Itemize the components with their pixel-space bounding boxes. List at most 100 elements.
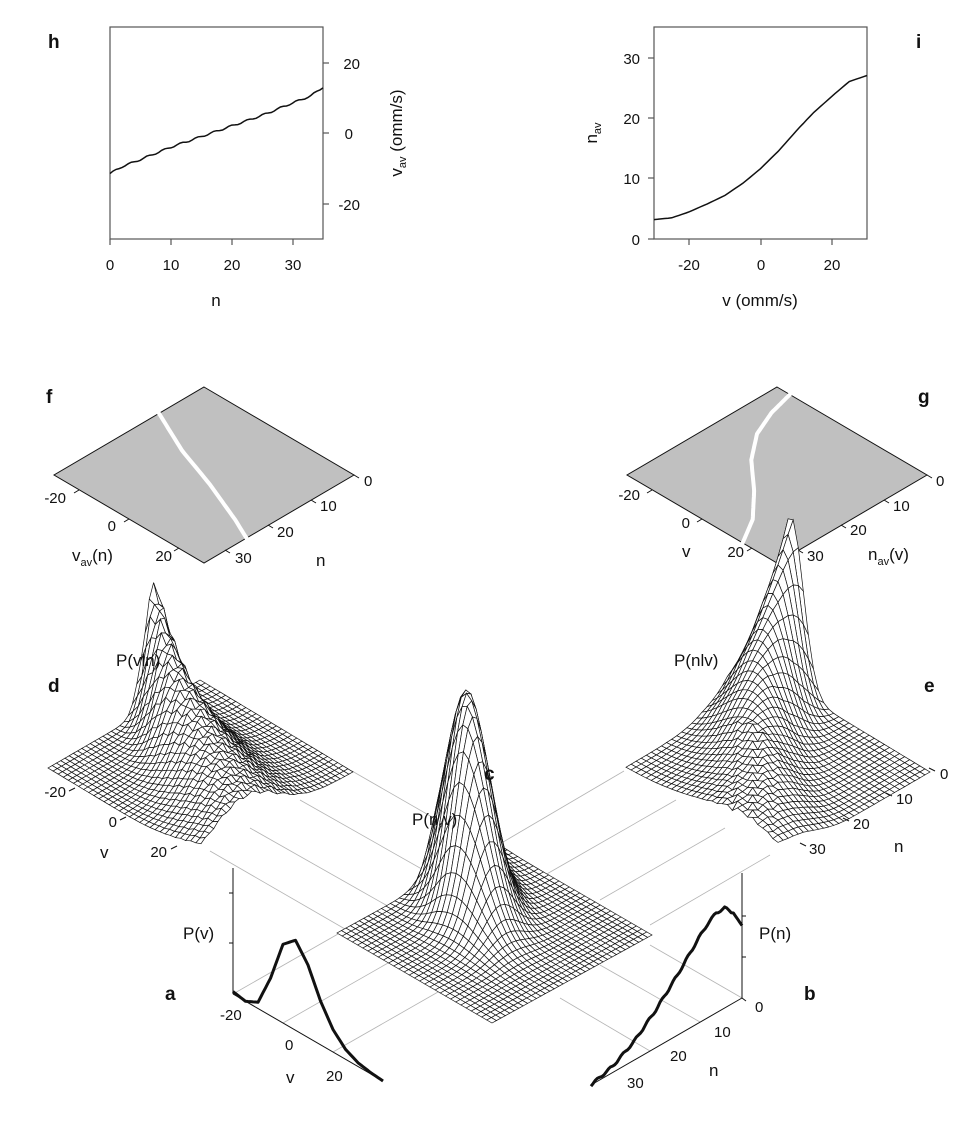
panel-f: f -20 0 20 0 10 20 30 vav(n) n — [44, 386, 372, 570]
x-tick-label: 10 — [163, 257, 180, 274]
n-axis — [590, 997, 743, 1086]
n-tick-label: 0 — [755, 999, 763, 1016]
n-tick-label: 20 — [850, 522, 867, 539]
axis-ticks — [741, 915, 747, 1002]
plot-frame — [109, 26, 324, 240]
plot-frame — [653, 26, 868, 240]
v-tick-label: 0 — [108, 518, 116, 535]
ridge-line — [740, 392, 792, 545]
n-tick-label: 0 — [940, 766, 948, 783]
panel-letter-e: e — [924, 676, 935, 697]
panel-i: i -20 0 20 30 20 10 0 v (omm/s) nav — [582, 26, 921, 310]
projection-guide-lines — [209, 770, 771, 1053]
n-tick-label: 10 — [320, 498, 337, 515]
n-tick-label: 30 — [235, 550, 252, 567]
n-av-curve — [653, 74, 868, 221]
v-av-curve — [109, 87, 324, 175]
axis-ticks — [229, 892, 233, 944]
n-tick-label: 10 — [896, 791, 913, 808]
n-tick-label: 20 — [277, 524, 294, 541]
ridge-line — [157, 411, 249, 541]
panel-c-labels: c P(n,v) — [412, 764, 495, 829]
y-axis-title: nav — [582, 122, 604, 144]
y-tick-label: 30 — [623, 51, 640, 68]
panel-a: a P(v) -20 0 20 v — [165, 868, 384, 1087]
panel-letter-f: f — [46, 387, 53, 408]
axis-ticks — [799, 767, 936, 847]
v-axis — [232, 993, 384, 1082]
surface-p-v-given-n — [47, 582, 354, 845]
n-tick-label: 30 — [627, 1075, 644, 1092]
n-tick-label: 0 — [936, 473, 944, 490]
p-v-curve — [232, 938, 384, 1083]
x-tick-label: 0 — [757, 257, 765, 274]
n-tick-label: 20 — [853, 816, 870, 833]
surface-title: P(vln) — [116, 651, 160, 670]
panel-e-labels: e P(nlv) 0 10 20 30 n — [674, 651, 948, 858]
y-tick-label: 0 — [345, 126, 353, 143]
panel-g: g -20 0 20 0 10 20 30 v nav(v) — [618, 386, 944, 568]
y-axis-title: vav (omm/s) — [387, 89, 409, 176]
n-axis-title: n — [894, 837, 903, 856]
v-tick-label: 20 — [150, 844, 167, 861]
axis-ticks — [648, 57, 833, 245]
panel-d-labels: d P(vln) -20 0 20 v — [44, 651, 178, 862]
x-tick-label: -20 — [678, 257, 700, 274]
v-tick-label: -20 — [618, 487, 640, 504]
surface-title: P(nlv) — [674, 651, 718, 670]
n-tick-label: 10 — [714, 1024, 731, 1041]
y-tick-label: -20 — [338, 197, 360, 214]
panel-letter-g: g — [918, 387, 930, 408]
marginal-title: P(n) — [759, 924, 791, 943]
y-tick-label: 0 — [632, 232, 640, 249]
x-tick-label: 20 — [824, 257, 841, 274]
n-tick-label: 10 — [893, 498, 910, 515]
y-tick-label: 10 — [623, 171, 640, 188]
n-axis-title: nav(v) — [868, 545, 909, 568]
panel-h: h 0 10 20 30 20 0 -20 n vav (omm/s) — [48, 26, 409, 310]
v-tick-label: -20 — [220, 1007, 242, 1024]
panel-b: b P(n) 0 10 20 30 n — [589, 873, 816, 1092]
v-tick-label: 20 — [155, 548, 172, 565]
x-tick-label: 0 — [106, 257, 114, 274]
v-axis-title: vav(n) — [72, 546, 113, 569]
n-tick-label: 20 — [670, 1048, 687, 1065]
panel-letter-d: d — [48, 676, 60, 697]
panel-letter-c: c — [484, 764, 495, 785]
v-tick-label: 0 — [109, 814, 117, 831]
y-tick-label: 20 — [343, 56, 360, 73]
panel-letter-i: i — [916, 32, 921, 53]
surface-title: P(n,v) — [412, 810, 457, 829]
v-axis-title: v — [286, 1068, 295, 1087]
x-tick-label: 30 — [285, 257, 302, 274]
marginal-title: P(v) — [183, 924, 214, 943]
x-axis-title: v (omm/s) — [722, 291, 798, 310]
v-axis-title: v — [100, 843, 109, 862]
surface-p-n-v — [336, 689, 653, 1024]
v-tick-label: 20 — [727, 544, 744, 561]
surface-p-n-given-v — [625, 518, 931, 843]
n-tick-label: 0 — [364, 473, 372, 490]
v-tick-label: -20 — [44, 490, 66, 507]
v-tick-label: 0 — [285, 1037, 293, 1054]
y-tick-label: 20 — [623, 111, 640, 128]
v-tick-label: 20 — [326, 1068, 343, 1085]
n-axis-title: n — [709, 1061, 718, 1080]
panel-letter-b: b — [804, 984, 816, 1005]
x-axis-title: n — [211, 291, 220, 310]
axis-ticks — [68, 787, 178, 850]
x-tick-label: 20 — [224, 257, 241, 274]
p-n-curve — [589, 905, 744, 1088]
v-axis-title: v — [682, 542, 691, 561]
n-axis-title: n — [316, 551, 325, 570]
n-tick-label: 30 — [809, 841, 826, 858]
v-tick-label: 0 — [682, 515, 690, 532]
n-tick-label: 30 — [807, 548, 824, 565]
x-ticks — [109, 62, 329, 245]
v-tick-label: -20 — [44, 784, 66, 801]
grey-plane — [626, 386, 928, 564]
panel-letter-a: a — [165, 984, 176, 1005]
axis-ticks — [73, 474, 360, 554]
panel-letter-h: h — [48, 32, 60, 53]
